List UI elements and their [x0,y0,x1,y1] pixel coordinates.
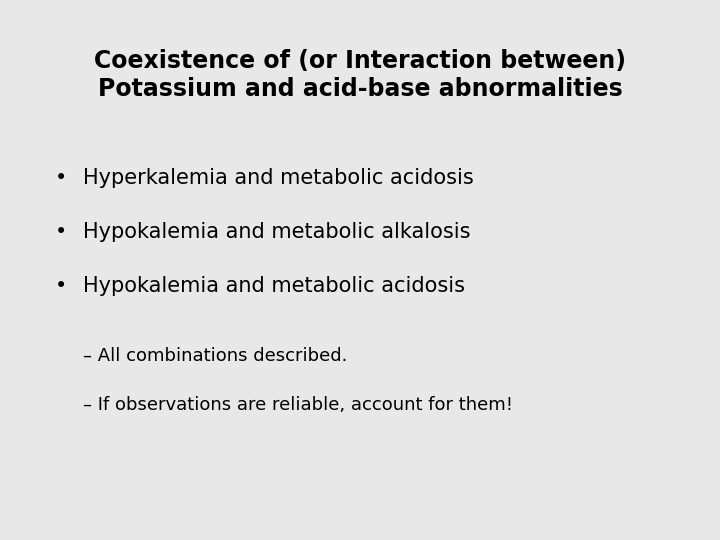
Text: •: • [55,168,68,188]
Text: •: • [55,276,68,296]
Text: – All combinations described.: – All combinations described. [83,347,347,366]
Text: – If observations are reliable, account for them!: – If observations are reliable, account … [83,396,513,414]
Text: Hypokalemia and metabolic alkalosis: Hypokalemia and metabolic alkalosis [83,222,470,242]
Text: Coexistence of (or Interaction between)
Potassium and acid-base abnormalities: Coexistence of (or Interaction between) … [94,49,626,102]
Text: Hypokalemia and metabolic acidosis: Hypokalemia and metabolic acidosis [83,276,465,296]
Text: •: • [55,222,68,242]
Text: Hyperkalemia and metabolic acidosis: Hyperkalemia and metabolic acidosis [83,168,474,188]
